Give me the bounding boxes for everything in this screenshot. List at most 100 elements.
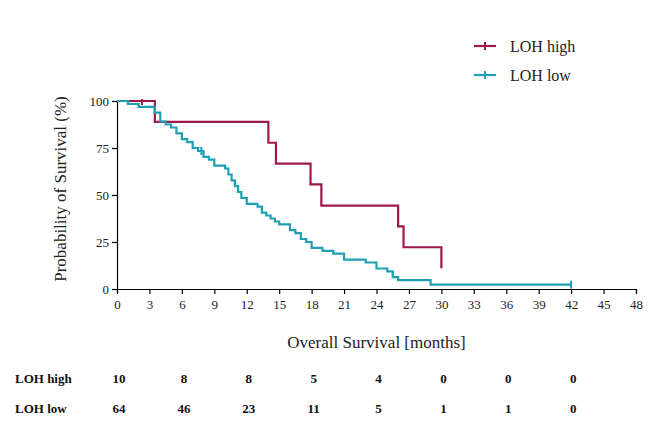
x-tick: 9 <box>212 289 219 312</box>
x-tick-label: 36 <box>500 297 514 312</box>
survival-curve <box>117 101 441 268</box>
x-tick-mark <box>279 289 280 294</box>
y-tick: 100 <box>90 94 118 109</box>
y-tick-mark <box>112 242 117 243</box>
risk-count: 10 <box>113 371 126 386</box>
y-axis: 0 25 50 75 100 <box>90 94 118 297</box>
x-tick-mark <box>603 289 604 294</box>
y-tick-mark <box>112 101 117 102</box>
y-tick: 0 <box>103 282 118 297</box>
risk-count: 5 <box>310 371 317 386</box>
x-tick-label: 21 <box>338 297 351 312</box>
x-tick-label: 48 <box>630 297 643 312</box>
y-tick-mark <box>112 148 117 149</box>
x-tick: 45 <box>598 289 611 312</box>
y-tick-label: 100 <box>90 94 110 109</box>
legend: LOH high LOH low <box>474 38 575 84</box>
y-axis-title: Probability of Survival (%) <box>51 96 70 282</box>
x-tick-label: 27 <box>403 297 417 312</box>
y-tick-mark <box>112 195 117 196</box>
risk-count: 5 <box>375 401 382 416</box>
chart: 0369121518212427303336394245480255075100… <box>0 0 650 422</box>
risk-count: 8 <box>181 371 188 386</box>
x-tick: 21 <box>338 289 351 312</box>
y-tick-label: 25 <box>96 235 109 250</box>
x-tick-label: 24 <box>371 297 385 312</box>
x-tick: 27 <box>403 289 417 312</box>
risk-count: 4 <box>375 371 382 386</box>
x-tick-mark <box>247 289 248 294</box>
x-tick-mark <box>571 289 572 294</box>
risk-count: 1 <box>505 401 512 416</box>
y-tick: 50 <box>96 188 117 203</box>
y-axis-line <box>112 102 118 290</box>
x-tick-mark <box>376 289 377 294</box>
risk-count: 0 <box>440 371 447 386</box>
x-tick: 42 <box>565 289 578 312</box>
x-tick-label: 15 <box>273 297 286 312</box>
x-tick: 18 <box>306 289 319 312</box>
survival-curve <box>117 101 571 285</box>
x-tick: 0 <box>114 289 121 312</box>
y-tick-label: 75 <box>96 141 109 156</box>
x-tick-mark <box>636 289 637 294</box>
risk-table: LOH high108854000LOH low644623115110 <box>15 371 576 416</box>
x-tick-mark <box>506 289 507 294</box>
x-tick-mark <box>214 289 215 294</box>
x-tick-mark <box>182 289 183 294</box>
x-tick-label: 12 <box>241 297 254 312</box>
x-tick-label: 45 <box>598 297 611 312</box>
x-tick: 12 <box>241 289 254 312</box>
x-tick: 24 <box>371 289 385 312</box>
legend-label: LOH high <box>510 38 575 56</box>
y-tick: 75 <box>96 141 117 156</box>
x-tick: 6 <box>179 289 186 312</box>
legend-swatch-tick <box>484 71 486 79</box>
risk-count: 0 <box>570 371 577 386</box>
y-tick-label: 0 <box>103 282 110 297</box>
x-tick-mark <box>474 289 475 294</box>
x-tick-label: 9 <box>212 297 219 312</box>
x-tick-mark <box>312 289 313 294</box>
x-tick-label: 42 <box>565 297 578 312</box>
x-tick: 39 <box>533 289 546 312</box>
x-tick: 15 <box>273 289 286 312</box>
x-tick-label: 3 <box>147 297 154 312</box>
x-tick-label: 30 <box>435 297 448 312</box>
y-tick-mark <box>112 289 117 290</box>
risk-count: 0 <box>505 371 512 386</box>
x-axis: 036912151821242730333639424548 <box>114 289 643 312</box>
risk-count: 46 <box>177 401 191 416</box>
x-tick-label: 39 <box>533 297 546 312</box>
censor-mark <box>141 99 143 105</box>
risk-count: 64 <box>113 401 127 416</box>
risk-count: 11 <box>307 401 319 416</box>
x-tick-mark <box>539 289 540 294</box>
censor-mark <box>200 147 202 155</box>
x-tick-mark <box>344 289 345 294</box>
risk-count: 1 <box>440 401 447 416</box>
risk-row-label: LOH low <box>15 401 67 416</box>
censor-mark <box>570 281 572 289</box>
x-tick: 30 <box>435 289 448 312</box>
x-tick-label: 18 <box>306 297 319 312</box>
x-axis-line <box>118 290 637 295</box>
x-tick-mark <box>409 289 410 294</box>
x-axis-title: Overall Survival [months] <box>287 333 465 352</box>
legend-swatch-tick <box>484 42 486 50</box>
risk-count: 8 <box>246 371 253 386</box>
x-tick-label: 6 <box>179 297 186 312</box>
x-tick: 33 <box>468 289 481 312</box>
x-tick: 36 <box>500 289 514 312</box>
y-tick: 25 <box>96 235 117 250</box>
risk-count: 0 <box>570 401 577 416</box>
plot-area <box>117 99 571 289</box>
legend-label: LOH low <box>510 67 571 84</box>
x-tick-label: 0 <box>114 297 121 312</box>
x-tick: 3 <box>147 289 154 312</box>
x-tick-label: 33 <box>468 297 481 312</box>
x-tick-mark <box>441 289 442 294</box>
x-tick: 48 <box>630 289 643 312</box>
risk-row-label: LOH high <box>15 371 72 386</box>
risk-count: 23 <box>242 401 256 416</box>
